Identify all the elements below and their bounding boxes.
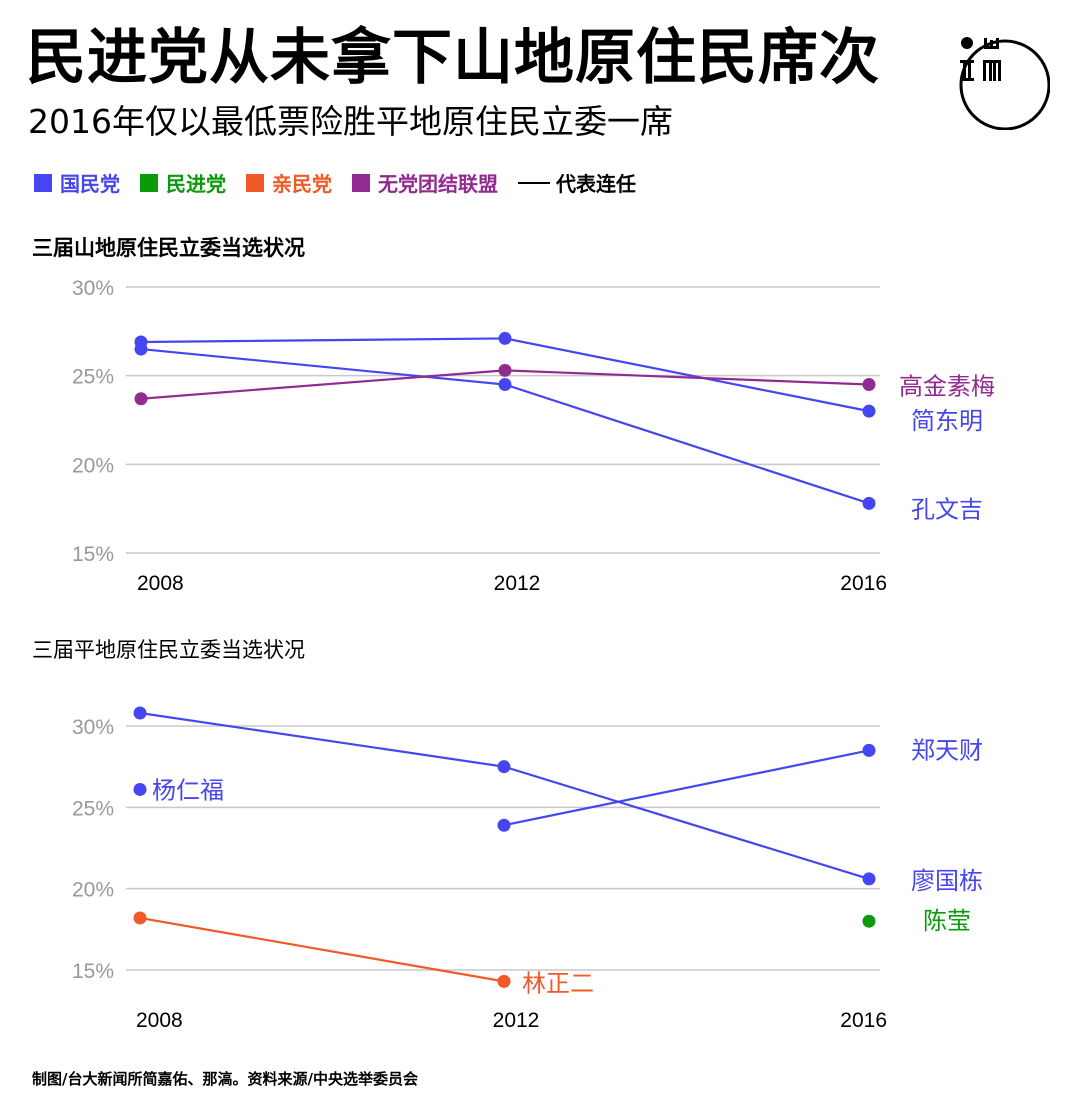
legend-item-reelected: 代表连任 <box>518 168 636 197</box>
data-point <box>862 914 876 928</box>
line-dash-icon <box>518 181 550 184</box>
y-tick-label: 20% <box>72 879 114 902</box>
legend-swatch-npsu <box>352 173 370 192</box>
legend-swatch-dpp <box>140 173 158 192</box>
series-label: 杨仁福 <box>152 776 224 804</box>
series-line-廖国栋 <box>139 711 870 880</box>
x-tick-label: 2012 <box>493 1009 540 1032</box>
y-tick-label: 15% <box>72 960 114 983</box>
data-point <box>862 404 876 418</box>
chart-title-plains: 三届平地原住民立委当选状况 <box>32 638 305 662</box>
initium-logo-icon <box>959 37 1050 130</box>
series-label: 简东明 <box>911 407 983 435</box>
data-point <box>862 872 876 886</box>
chart-title-mountain: 三届山地原住民立委当选状况 <box>32 236 305 260</box>
legend-swatch-kmt <box>34 173 52 192</box>
series-line-林正二 <box>139 916 505 983</box>
credit-text: 制图/台大新闻所简嘉佑、那滈。资料来源/中央选举委员会 <box>32 1070 418 1088</box>
x-tick-label: 2016 <box>840 572 887 595</box>
page-subtitle: 2016年仅以最低票险胜平地原住民立委一席 <box>28 102 673 141</box>
series-label: 郑天财 <box>911 736 983 764</box>
legend-swatch-pfp <box>246 173 264 192</box>
legend-label: 无党团结联盟 <box>378 172 498 196</box>
data-point <box>862 496 876 510</box>
legend-label: 代表连任 <box>556 172 636 196</box>
legend-item-npsu: 无党团结联盟 <box>352 168 498 197</box>
data-point <box>497 974 511 988</box>
x-tick-label: 2012 <box>494 572 541 595</box>
data-point <box>134 342 148 356</box>
data-point <box>133 706 147 720</box>
legend-label: 国民党 <box>60 172 120 196</box>
data-point <box>497 818 511 832</box>
series-label: 高金素梅 <box>899 373 995 401</box>
series-label: 廖国栋 <box>911 867 983 895</box>
series-label: 孔文吉 <box>911 495 983 523</box>
data-point <box>133 911 147 925</box>
data-point <box>497 760 511 774</box>
data-point <box>862 743 876 757</box>
series-label: 陈莹 <box>923 907 971 935</box>
data-point <box>498 363 512 377</box>
legend: 国民党 民进党 亲民党 无党团结联盟 代表连任 <box>34 168 656 197</box>
data-point <box>862 378 876 392</box>
legend-label: 民进党 <box>166 172 226 196</box>
x-tick-label: 2016 <box>840 1009 887 1032</box>
series-label: 林正二 <box>522 969 594 997</box>
x-tick-label: 2008 <box>137 572 184 595</box>
legend-item-kmt: 国民党 <box>34 168 120 197</box>
y-tick-label: 20% <box>72 454 114 477</box>
legend-item-dpp: 民进党 <box>140 168 226 197</box>
y-tick-label: 30% <box>72 277 114 300</box>
page-title: 民进党从未拿下山地原住民席次 <box>26 23 880 93</box>
y-tick-label: 25% <box>72 366 114 389</box>
x-tick-label: 2008 <box>136 1009 183 1032</box>
data-point <box>133 782 147 796</box>
y-tick-label: 15% <box>72 543 114 566</box>
legend-item-pfp: 亲民党 <box>246 168 332 197</box>
y-tick-label: 25% <box>72 797 114 820</box>
legend-label: 亲民党 <box>272 172 332 196</box>
data-point <box>498 331 512 345</box>
series-line-郑天财 <box>503 749 870 827</box>
data-point <box>134 392 148 406</box>
y-tick-label: 30% <box>72 716 114 739</box>
data-point <box>498 378 512 392</box>
